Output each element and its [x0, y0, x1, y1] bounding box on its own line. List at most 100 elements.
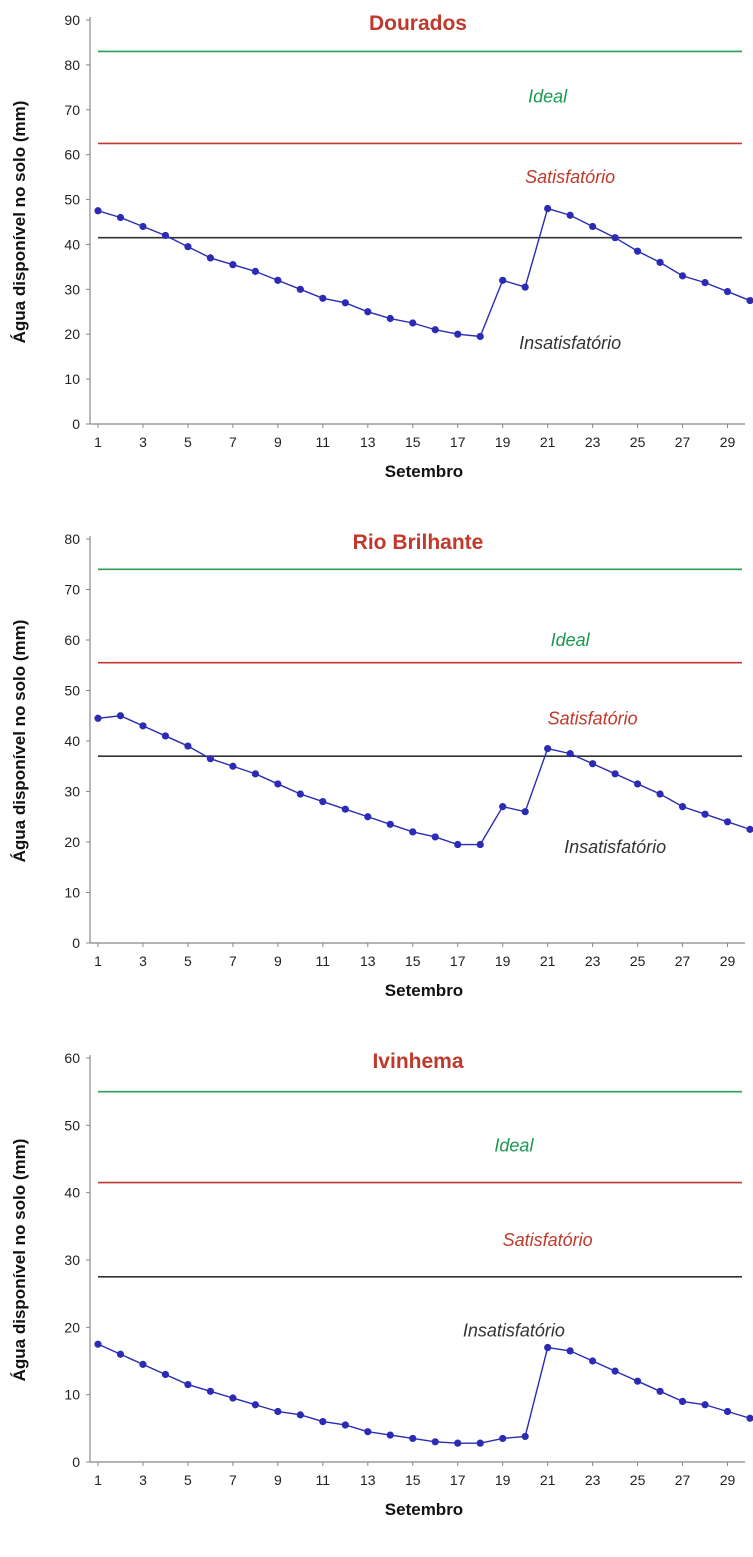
data-point — [94, 207, 102, 215]
x-tick-label: 29 — [720, 953, 736, 969]
data-point — [589, 1357, 597, 1365]
y-tick-label: 0 — [72, 935, 80, 951]
data-point — [499, 1434, 507, 1443]
data-point — [319, 1418, 327, 1426]
data-point — [94, 1340, 102, 1348]
data-point — [544, 744, 552, 753]
x-tick-label: 1 — [94, 1472, 102, 1488]
x-tick-label: 9 — [274, 953, 282, 969]
data-point — [296, 1411, 304, 1419]
x-tick-label: 1 — [94, 434, 102, 450]
x-tick-label: 7 — [229, 953, 237, 969]
data-point — [274, 1407, 282, 1416]
data-point — [139, 1360, 147, 1368]
x-axis-label: Setembro — [385, 981, 463, 1000]
data-point — [476, 840, 484, 849]
x-tick-label: 9 — [274, 1472, 282, 1488]
y-tick-label: 70 — [64, 582, 80, 598]
y-tick-label: 30 — [64, 1252, 80, 1268]
x-tick-label: 29 — [720, 434, 736, 450]
x-tick-label: 17 — [450, 953, 466, 969]
data-point — [678, 272, 687, 280]
x-tick-label: 21 — [540, 434, 556, 450]
data-point — [274, 276, 282, 284]
x-tick-label: 17 — [450, 434, 466, 450]
data-point — [589, 222, 597, 231]
y-tick-label: 60 — [64, 147, 80, 163]
x-tick-label: 11 — [316, 1472, 331, 1488]
y-tick-label: 0 — [72, 416, 80, 432]
chart-title: Ivinhema — [372, 1050, 463, 1073]
y-tick-label: 50 — [64, 683, 80, 699]
data-point — [521, 808, 529, 816]
y-tick-label: 20 — [64, 1319, 80, 1335]
data-point — [296, 285, 304, 293]
data-point — [229, 261, 237, 269]
data-point — [566, 1347, 574, 1355]
data-point — [116, 712, 125, 720]
data-point — [184, 1380, 192, 1389]
x-tick-label: 21 — [540, 1472, 556, 1488]
data-point — [454, 840, 462, 849]
y-tick-label: 70 — [64, 102, 80, 118]
data-point — [386, 820, 394, 828]
data-point — [161, 1370, 170, 1379]
data-point — [274, 780, 282, 788]
data-point — [341, 1421, 349, 1429]
data-point — [161, 732, 170, 740]
x-tick-label: 5 — [184, 953, 192, 969]
data-point — [409, 828, 417, 836]
y-tick-label: 80 — [64, 531, 80, 547]
y-tick-label: 0 — [72, 1454, 80, 1470]
x-tick-label: 27 — [675, 1472, 691, 1488]
data-point — [633, 247, 642, 255]
data-point — [386, 1431, 394, 1439]
data-point — [746, 825, 753, 833]
y-tick-label: 10 — [64, 371, 80, 387]
x-tick-label: 13 — [360, 1472, 376, 1488]
data-point — [161, 231, 170, 240]
data-point — [678, 1397, 687, 1405]
zone-label: Insatisfatório — [564, 837, 666, 857]
data-point — [544, 1343, 552, 1352]
chart-title: Rio Brilhante — [353, 531, 484, 554]
chart-ivinhema: 0 10 20 30 40 50 60 1 3 5 7 9 11 13 15 17 19 21 23 25 27 29 Id… — [0, 1038, 753, 1557]
x-tick-label: 27 — [675, 953, 691, 969]
chart-dourados: 0 10 20 30 40 50 60 70 80 90 1 3 5 7 9 11 13 15 17 19 21 23 25… — [0, 0, 753, 519]
x-tick-label: 19 — [495, 1472, 511, 1488]
data-point — [364, 1428, 372, 1436]
x-tick-label: 9 — [274, 434, 282, 450]
data-point — [499, 276, 507, 284]
x-tick-label: 11 — [316, 953, 331, 969]
data-point — [566, 750, 574, 758]
data-point — [611, 770, 619, 778]
data-point — [341, 299, 349, 307]
data-point — [431, 326, 439, 334]
y-tick-label: 40 — [64, 1185, 80, 1201]
data-point — [251, 770, 259, 778]
data-point — [206, 1387, 215, 1395]
data-point — [116, 1350, 125, 1358]
data-point — [544, 204, 552, 213]
x-tick-label: 15 — [405, 434, 421, 450]
x-axis-label: Setembro — [385, 1500, 463, 1519]
data-point — [589, 760, 597, 768]
y-tick-label: 50 — [64, 192, 80, 208]
data-point — [746, 1414, 753, 1422]
x-tick-label: 7 — [229, 434, 237, 450]
series-line — [97, 1343, 751, 1444]
y-tick-label: 60 — [64, 1050, 80, 1066]
x-tick-label: 11 — [316, 434, 331, 450]
data-point — [656, 258, 664, 266]
x-tick-label: 19 — [495, 434, 511, 450]
zone-label: Ideal — [551, 630, 591, 650]
x-tick-label: 25 — [630, 953, 646, 969]
data-point — [206, 755, 215, 763]
data-point — [229, 1394, 237, 1402]
y-tick-label: 40 — [64, 733, 80, 749]
data-point — [611, 234, 619, 242]
data-point — [454, 1439, 462, 1447]
zone-label: Satisfatório — [548, 708, 638, 728]
x-tick-label: 3 — [139, 953, 147, 969]
